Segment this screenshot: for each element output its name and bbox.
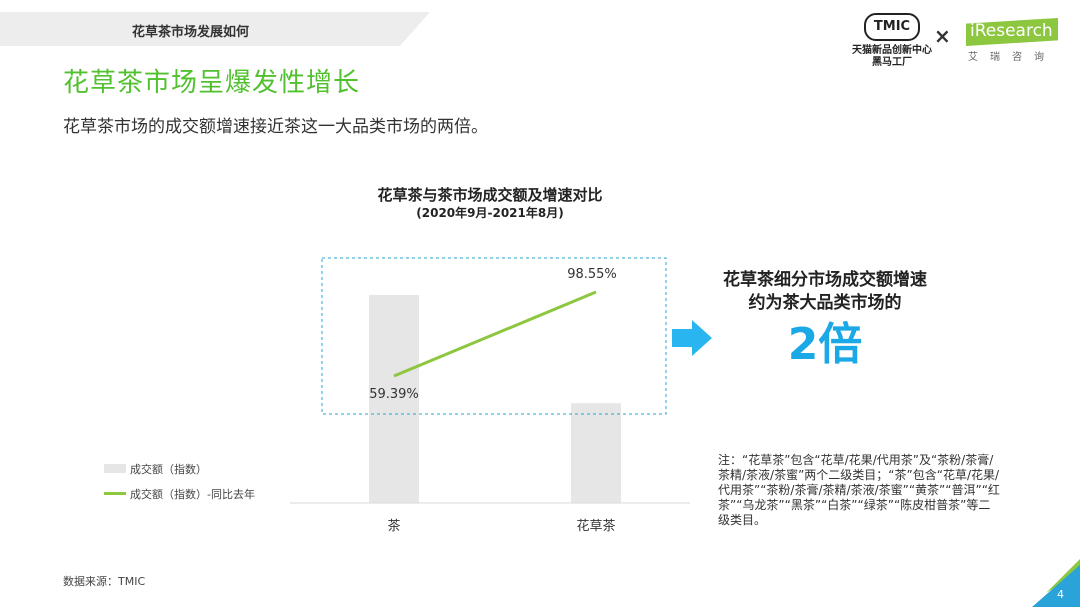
section-tab-label: 花草茶市场发展如何 bbox=[132, 25, 250, 40]
data-label-0: 59.39% bbox=[369, 387, 419, 402]
partnership-separator: × bbox=[934, 24, 951, 48]
page-number: 4 bbox=[1057, 588, 1064, 601]
growth-line bbox=[393, 290, 597, 378]
legend-label-bar: 成交额（指数） bbox=[130, 463, 207, 476]
callout-highlight: 2倍 bbox=[787, 319, 863, 370]
chart-subtitle: (2020年9月-2021年8月) bbox=[416, 206, 564, 220]
x-tick-label-1: 花草茶 bbox=[576, 518, 615, 534]
x-tick-label-0: 茶 bbox=[387, 518, 400, 534]
tmic-logo: TMIC bbox=[864, 13, 920, 41]
arrow-right-icon bbox=[672, 320, 712, 356]
highlight-box bbox=[321, 257, 667, 415]
legend-label-line: 成交额（指数）-同比去年 bbox=[130, 488, 255, 501]
callout-line-1: 花草茶细分市场成交额增速 bbox=[723, 270, 927, 290]
chart-title: 花草茶与茶市场成交额及增速对比 bbox=[377, 186, 603, 204]
legend-swatch-bar bbox=[104, 464, 126, 473]
data-source: 数据来源：TMIC bbox=[63, 575, 146, 588]
tmic-logo-caption-line2: 黑马工厂 bbox=[872, 57, 912, 68]
section-tab-background bbox=[0, 12, 430, 46]
tmic-logo-caption-line1: 天猫新品创新中心 bbox=[852, 45, 932, 56]
bar-0 bbox=[369, 295, 419, 503]
iresearch-logo-caption: 艾瑞咨询 bbox=[968, 52, 1056, 63]
slide-subtitle: 花草茶市场的成交额增速接近茶这一大品类市场的两倍。 bbox=[63, 117, 488, 137]
bar-1 bbox=[571, 403, 621, 503]
slide-title: 花草茶市场呈爆发性增长 bbox=[63, 68, 361, 98]
data-label-1: 98.55% bbox=[567, 267, 617, 282]
callout-line-2: 约为茶大品类市场的 bbox=[748, 293, 902, 313]
iresearch-logo-text: iResearch bbox=[970, 21, 1053, 41]
legend-swatch-line bbox=[104, 492, 126, 495]
footnote: 注：“花草茶”包含“花草/花果/代用茶”及“茶粉/茶膏/茶精/茶液/茶蜜”两个二… bbox=[718, 453, 1000, 527]
